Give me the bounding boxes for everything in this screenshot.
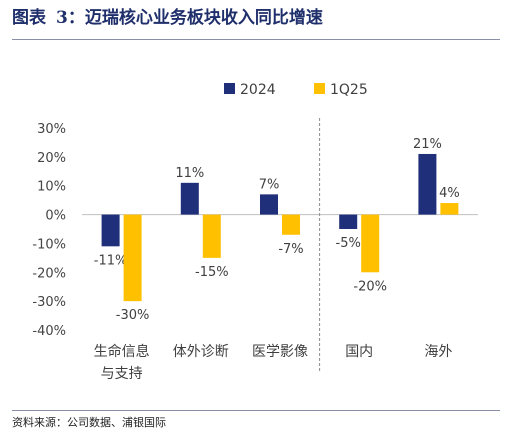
data-label: -11% — [94, 253, 128, 268]
category-label: 体外诊断 — [173, 344, 229, 360]
figure-label: 图表 — [12, 8, 46, 28]
bar — [180, 182, 199, 215]
bar — [260, 194, 278, 215]
y-tick-label: -20% — [32, 266, 66, 281]
data-label: 21% — [413, 137, 442, 152]
category-label: 海外 — [424, 344, 452, 360]
data-label: 7% — [259, 177, 280, 192]
y-tick-label: -30% — [32, 295, 66, 310]
y-tick-label: 20% — [37, 151, 66, 166]
y-tick-label: 0% — [45, 209, 66, 224]
bar — [418, 153, 437, 215]
data-label: -15% — [195, 265, 229, 280]
bar — [339, 214, 358, 229]
y-tick-label: 10% — [37, 180, 66, 195]
data-label: -7% — [278, 242, 303, 257]
category-label: 与支持 — [101, 366, 143, 382]
data-label: -20% — [353, 279, 387, 294]
bar — [440, 203, 459, 215]
source-note: 资料来源：公司数据、浦银国际 — [12, 416, 166, 429]
y-tick-label: -10% — [32, 237, 66, 252]
footer-rule — [12, 410, 500, 411]
bar — [361, 214, 380, 273]
data-label: 4% — [439, 186, 460, 201]
data-label: 11% — [175, 166, 204, 181]
title-underline — [12, 39, 500, 40]
bar — [123, 214, 142, 302]
y-tick-label: 30% — [37, 122, 66, 137]
category-label: 国内 — [345, 344, 373, 360]
data-label: -5% — [336, 236, 361, 251]
bar — [282, 214, 300, 235]
y-tick-label: -40% — [32, 324, 66, 339]
data-label: -30% — [116, 308, 150, 323]
bar — [101, 214, 120, 247]
legend-label: 2024 — [240, 82, 276, 98]
legend-swatch — [224, 83, 235, 94]
bar — [202, 214, 221, 258]
figure-title-text: 迈瑞核心业务板块收入同比增速 — [84, 8, 323, 28]
category-label: 医学影像 — [252, 344, 308, 360]
legend-label: 1Q25 — [330, 82, 368, 98]
figure-title: 图表 3：迈瑞核心业务板块收入同比增速 — [12, 6, 323, 30]
figure-number: 3： — [56, 8, 85, 28]
category-label: 生命信息 — [94, 343, 150, 360]
legend-swatch — [314, 83, 325, 94]
